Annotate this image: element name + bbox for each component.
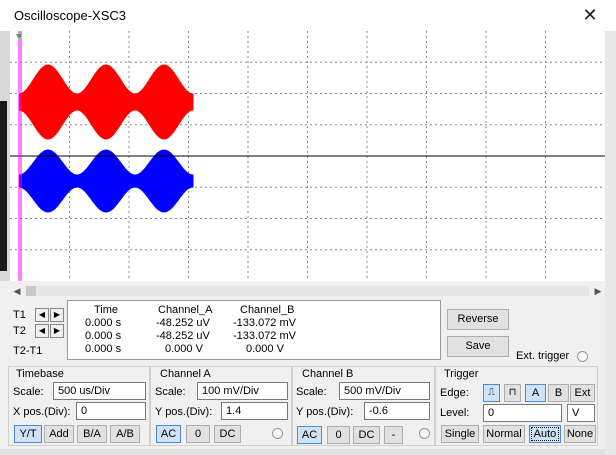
channel-a-scale-label: Scale: [155,386,186,398]
falling-edge-icon[interactable]: ⊓ [504,384,521,402]
channel-b-ypos-field[interactable]: -0.6 [364,402,430,420]
t1-channel-b: -133.072 mV [233,317,296,329]
channel-b-minus-button[interactable]: - [384,426,403,444]
trigger-group [435,366,598,446]
scope-scrollbar[interactable]: ◀ ▶ [10,284,605,298]
trigger-level-unit-field[interactable]: V [567,404,595,422]
timebase-group [8,366,150,446]
t1-channel-a: -48.252 uV [156,317,210,329]
channel-b-title: Channel B [301,368,355,380]
t2-t1-channel-a: 0.000 V [165,343,203,355]
timebase-scale-label: Scale: [13,386,44,398]
trigger-normal-button[interactable]: Normal [483,425,525,443]
cursor-label-t2: T2 [13,325,26,337]
trigger-auto-button[interactable]: Auto [529,425,561,443]
save-button[interactable]: Save [447,336,509,357]
close-icon[interactable]: ✕ [582,5,598,25]
t2-t1-channel-b: 0.000 V [246,343,284,355]
channel-b-scale-label: Scale: [296,386,327,398]
channel-a-scale-field[interactable]: 100 mV/Div [197,382,288,400]
channel-b-zero-button[interactable]: 0 [327,426,350,444]
trigger-source-b-button[interactable]: B [548,384,569,402]
channel-a-dc-button[interactable]: DC [214,425,241,443]
t2-channel-b: -133.072 mV [233,330,296,342]
cursor-label-t2-t1: T2-T1 [13,345,43,357]
channel-a-radio[interactable] [272,428,283,439]
channel-b-ac-button[interactable]: AC [297,426,322,444]
scroll-track[interactable] [26,286,589,296]
ext-trigger-radio[interactable] [577,351,588,362]
mode-ba-button[interactable]: B/A [77,425,107,443]
background-window-dark [0,101,7,271]
timebase-title: Timebase [15,368,65,380]
header-channel-b: Channel_B [240,304,295,316]
oscilloscope-screen[interactable] [10,31,605,281]
trigger-source-a-button[interactable]: A [525,384,546,402]
measurement-readout: Time Channel_A Channel_B 0.000 s -48.252… [67,300,441,360]
t1-right-arrow-icon[interactable]: ▶ [50,308,64,322]
t2-channel-a: -48.252 uV [156,330,210,342]
channel-a-ypos-label: Y pos.(Div): [155,406,213,418]
t1-time: 0.000 s [85,317,122,329]
cursor-t1-handle [16,34,22,39]
timebase-xpos-label: X pos.(Div): [13,406,71,418]
trigger-none-button[interactable]: None [564,425,596,443]
mode-yt-button[interactable]: Y/T [14,425,42,443]
channel-b-radio[interactable] [419,428,430,439]
timebase-xpos-field[interactable]: 0 [76,402,146,420]
title-bar: Oscilloscope-XSC3 ✕ [0,0,616,32]
rising-edge-icon[interactable]: ⎍ [483,384,500,402]
channel-a-title: Channel A [159,368,212,380]
mode-ab-button[interactable]: A/B [110,425,140,443]
header-time: Time [94,304,119,316]
ext-trigger-label: Ext. trigger [516,350,570,362]
channel-b-waveform [18,149,194,213]
timebase-scale-field[interactable]: 500 us/Div [53,382,146,400]
channel-a-waveform [18,64,194,140]
trigger-level-field[interactable]: 0 [483,404,562,422]
header-channel-a: Channel_A [158,304,213,316]
background-window-edge [0,31,10,281]
reverse-button[interactable]: Reverse [447,309,509,330]
t2-left-arrow-icon[interactable]: ◀ [35,324,49,338]
channel-b-group [292,366,435,446]
background-window-bottom [0,449,605,455]
trigger-single-button[interactable]: Single [441,425,479,443]
scroll-right-icon[interactable]: ▶ [594,286,602,296]
scope-plot [10,31,605,281]
t2-time: 0.000 s [85,330,122,342]
scroll-left-icon[interactable]: ◀ [13,286,21,296]
trigger-source-ext-button[interactable]: Ext [570,384,595,402]
channel-a-group [150,366,292,446]
background-window-edge-right [605,31,616,455]
channel-b-dc-button[interactable]: DC [353,426,380,444]
mode-add-button[interactable]: Add [44,425,74,443]
t2-t1-time: 0.000 s [85,343,122,355]
channel-a-ypos-field[interactable]: 1.4 [221,402,288,420]
trigger-title: Trigger [443,368,480,380]
cursor-label-t1: T1 [13,309,26,321]
channel-a-zero-button[interactable]: 0 [186,425,210,443]
trigger-edge-label: Edge: [440,387,469,399]
trigger-level-label: Level: [440,407,470,419]
window-title: Oscilloscope-XSC3 [14,8,126,23]
channel-b-ypos-label: Y pos.(Div): [296,406,354,418]
t2-right-arrow-icon[interactable]: ▶ [50,324,64,338]
channel-a-ac-button[interactable]: AC [156,425,181,443]
channel-b-scale-field[interactable]: 500 mV/Div [339,382,430,400]
scroll-thumb[interactable] [26,286,36,296]
t1-left-arrow-icon[interactable]: ◀ [35,308,49,322]
